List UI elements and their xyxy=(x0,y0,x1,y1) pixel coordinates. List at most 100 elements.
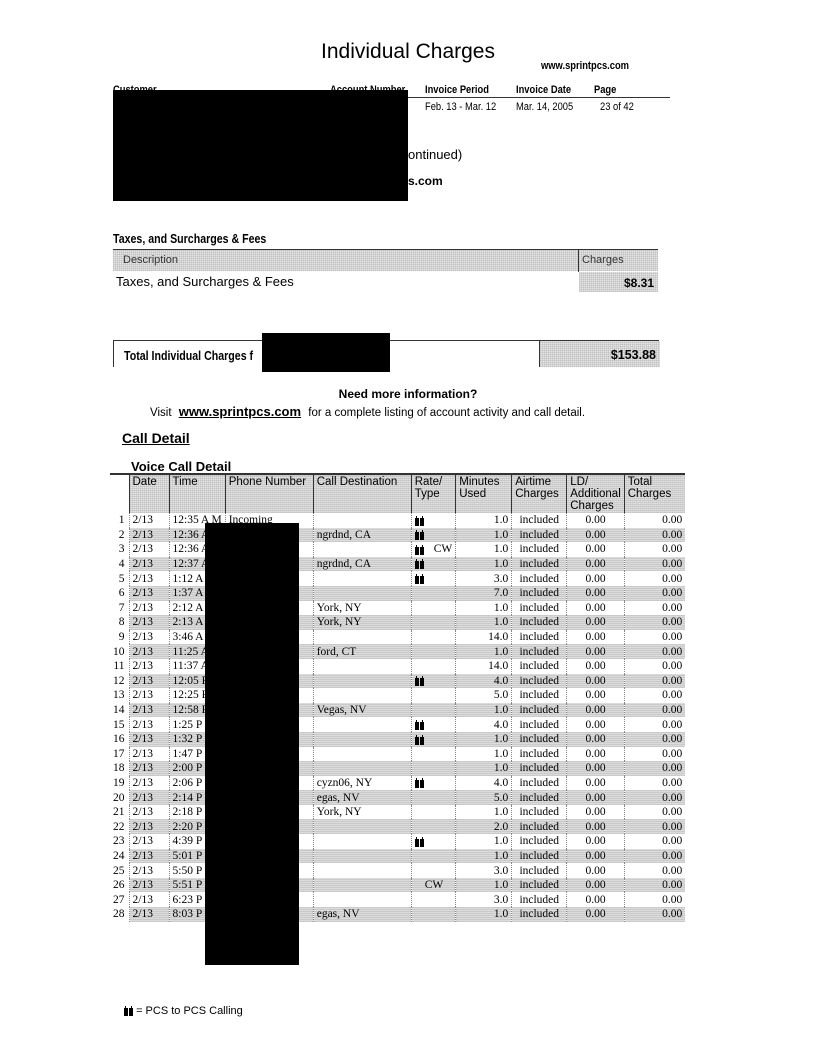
table-row: 14 2/13 12:58 P Vegas, NV 1.0 included 0.00 0.0… xyxy=(110,702,686,718)
cell-ld: 0.00 xyxy=(566,571,625,586)
cell-airtime: included xyxy=(511,731,567,747)
pcs-phones-icon xyxy=(414,515,424,526)
cell-date: 2/13 xyxy=(128,644,169,659)
continued-text: ontinued) xyxy=(408,147,463,162)
cell-ld: 0.00 xyxy=(566,746,625,762)
sprintpcs-link[interactable]: www.sprintpcs.com xyxy=(178,404,302,419)
cell-total: 0.00 xyxy=(623,892,686,908)
cell-minutes: 5.0 xyxy=(455,688,512,703)
cell-date: 2/13 xyxy=(128,892,169,908)
cell-airtime: included xyxy=(511,571,567,586)
invoice-date: Mar. 14, 2005 xyxy=(516,101,574,113)
cell-minutes: 1.0 xyxy=(455,731,512,747)
taxes-section-title: Taxes, and Surcharges & Fees xyxy=(113,232,267,246)
cell-minutes: 1.0 xyxy=(455,804,512,820)
cell-dest xyxy=(312,731,412,747)
cell-minutes: 1.0 xyxy=(455,746,512,762)
cell-date: 2/13 xyxy=(128,556,169,572)
cell-minutes: 3.0 xyxy=(455,571,512,586)
cell-date: 2/13 xyxy=(128,819,169,835)
pcs-phones-icon xyxy=(414,836,424,847)
cell-minutes: 1.0 xyxy=(455,556,512,572)
cell-num: 22 xyxy=(113,820,125,833)
cell-ld: 0.00 xyxy=(566,600,625,616)
cell-num: 26 xyxy=(113,879,125,892)
cell-date: 2/13 xyxy=(128,746,169,762)
col-header: Minutes Used xyxy=(455,474,512,513)
table-row: 15 2/13 1:25 P M 4.0 included 0.00 0.00 xyxy=(110,717,686,732)
voice-call-detail-title: Voice Call Detail xyxy=(131,459,232,474)
total-amount-cell: $153.88 xyxy=(539,341,660,367)
cell-dest: York, NY xyxy=(312,600,412,616)
table-row: 5 2/13 1:12 A M 3.0 included 0.00 0.00 xyxy=(110,571,686,586)
cell-date: 2/13 xyxy=(128,629,169,645)
cell-num: 8 xyxy=(118,616,125,629)
cell-total: 0.00 xyxy=(623,819,686,835)
cell-minutes: 4.0 xyxy=(455,775,512,791)
cell-minutes: 1.0 xyxy=(455,877,512,893)
cell-date: 2/13 xyxy=(128,542,169,557)
cell-rate xyxy=(410,658,456,674)
cell-num: 27 xyxy=(113,893,125,906)
cell-total: 0.00 xyxy=(623,804,686,820)
cell-date: 2/13 xyxy=(128,717,169,732)
cell-ld: 0.00 xyxy=(566,527,625,543)
col-num xyxy=(110,474,129,513)
cell-rate xyxy=(410,556,456,572)
cell-num: 21 xyxy=(113,806,125,819)
cell-airtime: included xyxy=(511,819,567,835)
cell-dest xyxy=(312,877,412,893)
cell-minutes: 1.0 xyxy=(455,615,512,630)
col-header: Phone Number xyxy=(224,474,314,513)
table-row: 1 2/13 12:35 A M Incoming 1.0 included 0.00 0.0… xyxy=(110,513,686,528)
cell-airtime: included xyxy=(511,834,567,849)
page-title: Individual Charges xyxy=(321,40,495,63)
pcs-phones-icon xyxy=(414,719,424,730)
cell-airtime: included xyxy=(511,688,567,703)
col-header: Date xyxy=(128,474,169,513)
cell-total: 0.00 xyxy=(623,542,686,557)
email-text: s.com xyxy=(408,174,443,188)
cell-num: 17 xyxy=(113,747,125,760)
table-row: 7 2/13 2:12 A M York, NY 1.0 included 0.00 0.00 xyxy=(110,600,686,616)
cell-num: 20 xyxy=(113,791,125,804)
cell-total: 0.00 xyxy=(623,571,686,586)
cell-rate xyxy=(410,513,456,528)
cell-ld: 0.00 xyxy=(566,834,625,849)
cell-total: 0.00 xyxy=(623,731,686,747)
cell-dest xyxy=(312,585,412,601)
cell-airtime: included xyxy=(511,702,567,718)
cell-total: 0.00 xyxy=(623,848,686,864)
rate-type: CW xyxy=(424,879,444,892)
cell-minutes: 1.0 xyxy=(455,644,512,659)
cell-airtime: included xyxy=(511,848,567,864)
cell-rate xyxy=(410,834,456,849)
cell-airtime: included xyxy=(511,877,567,893)
cell-dest: York, NY xyxy=(312,615,412,630)
cell-rate xyxy=(410,790,456,805)
col-divider xyxy=(578,249,579,272)
cell-rate xyxy=(410,585,456,601)
table-row: 21 2/13 2:18 P M York, NY 1.0 included 0.00 0.0… xyxy=(110,804,686,820)
cell-total: 0.00 xyxy=(623,513,686,528)
cell-date: 2/13 xyxy=(128,834,169,849)
cell-airtime: included xyxy=(511,585,567,601)
cell-date: 2/13 xyxy=(128,863,169,878)
cell-ld: 0.00 xyxy=(566,863,625,878)
cell-total: 0.00 xyxy=(623,863,686,878)
cell-minutes: 1.0 xyxy=(455,848,512,864)
cell-rate xyxy=(410,702,456,718)
cell-date: 2/13 xyxy=(128,702,169,718)
table-row: 13 2/13 12:25 P 5.0 included 0.00 0.00 xyxy=(110,688,686,703)
cell-ld: 0.00 xyxy=(566,702,625,718)
cell-date: 2/13 xyxy=(128,615,169,630)
cell-num: 5 xyxy=(118,572,125,585)
cell-rate xyxy=(410,819,456,835)
cell-airtime: included xyxy=(511,892,567,908)
cell-dest xyxy=(312,892,412,908)
